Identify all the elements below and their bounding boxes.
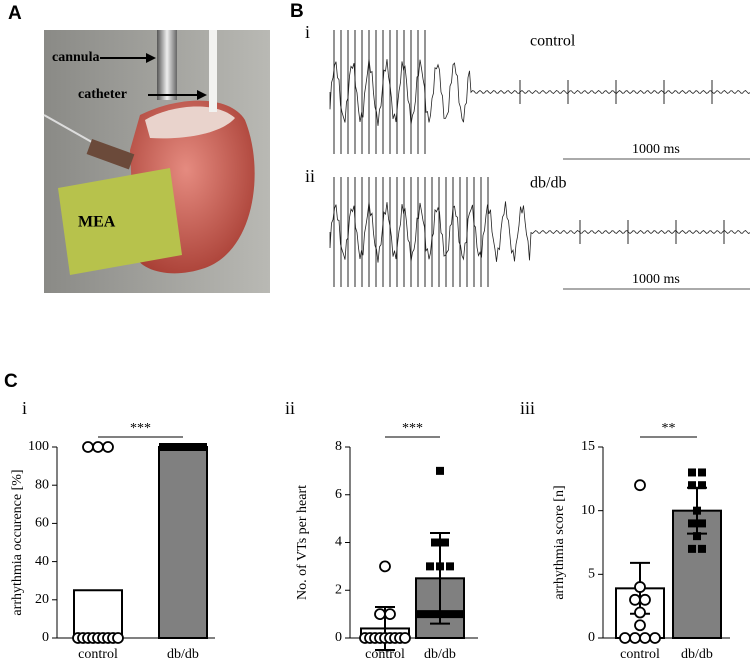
- y-tick-label: 5: [588, 567, 595, 582]
- x-tick-label: db/db: [424, 647, 456, 662]
- trace-title: control: [530, 33, 576, 50]
- data-point: [399, 632, 411, 644]
- data-point: [440, 610, 448, 619]
- data-point: [426, 562, 434, 571]
- data-point: [619, 632, 631, 644]
- data-point: [424, 610, 432, 619]
- data-point: [416, 610, 424, 619]
- data-point: [693, 532, 701, 541]
- y-axis-label: arrhythmia score [n]: [552, 485, 567, 599]
- data-point: [639, 593, 651, 606]
- x-tick-label: db/db: [167, 647, 199, 662]
- data-point: [431, 538, 439, 547]
- panel-label: C: [4, 371, 18, 392]
- data-point: [688, 481, 696, 490]
- trace-label: i: [305, 22, 310, 42]
- data-point: [629, 593, 641, 606]
- data-point: [379, 560, 391, 573]
- y-tick-label: 6: [335, 487, 342, 502]
- y-tick-label: 0: [42, 630, 49, 645]
- panel-label: A: [8, 3, 22, 24]
- data-point: [436, 466, 444, 475]
- y-axis-label: No. of VTs per heart: [295, 485, 310, 600]
- photo-label: cannula: [52, 50, 99, 65]
- chart-label: iii: [520, 398, 535, 418]
- ecg-trace: [329, 59, 750, 126]
- data-point: [634, 581, 646, 593]
- data-point: [432, 610, 440, 619]
- data-point: [634, 479, 646, 492]
- data-point: [634, 619, 646, 632]
- data-point: [374, 608, 386, 621]
- x-tick-label: db/db: [681, 647, 713, 662]
- significance: ***: [130, 421, 151, 436]
- data-point: [92, 441, 104, 453]
- bar: [73, 589, 123, 639]
- scale-label: 1000 ms: [632, 272, 680, 287]
- x-tick-label: control: [620, 647, 660, 662]
- x-tick-label: control: [365, 647, 405, 662]
- data-point: [82, 441, 94, 453]
- data-point: [649, 632, 661, 644]
- bar: [158, 446, 208, 639]
- x-tick-label: control: [78, 647, 118, 662]
- panel-label: B: [290, 1, 304, 22]
- y-tick-label: 40: [35, 554, 49, 569]
- data-point: [199, 443, 207, 451]
- y-tick-label: 2: [335, 582, 342, 597]
- significance: **: [662, 421, 676, 436]
- data-point: [693, 506, 701, 515]
- photo-label: catheter: [78, 87, 127, 102]
- data-point: [698, 468, 706, 477]
- y-tick-label: 100: [28, 439, 49, 454]
- data-point: [698, 519, 706, 528]
- y-tick-label: 0: [588, 630, 595, 645]
- data-point: [441, 538, 449, 547]
- data-point: [698, 544, 706, 553]
- data-point: [629, 632, 641, 644]
- data-point: [639, 632, 651, 644]
- data-point: [688, 544, 696, 553]
- ecg-trace: [329, 201, 750, 263]
- photo-label: MEA: [78, 214, 116, 231]
- y-tick-label: 20: [35, 592, 49, 607]
- data-point: [436, 562, 444, 571]
- data-point: [456, 610, 464, 619]
- y-tick-label: 8: [335, 439, 342, 454]
- data-point: [688, 519, 696, 528]
- chart-label: ii: [285, 398, 295, 418]
- trace-title: db/db: [530, 175, 566, 192]
- data-point: [688, 468, 696, 477]
- trace-label: ii: [305, 166, 315, 186]
- y-tick-label: 0: [335, 630, 342, 645]
- y-axis-label: arrhythmia occurence [%]: [10, 469, 25, 615]
- y-tick-label: 80: [35, 477, 49, 492]
- data-point: [384, 608, 396, 621]
- data-point: [112, 632, 124, 644]
- significance: ***: [402, 421, 423, 436]
- y-tick-label: 15: [581, 439, 595, 454]
- y-tick-label: 4: [335, 535, 342, 550]
- chart-label: i: [22, 398, 27, 418]
- scale-label: 1000 ms: [632, 142, 680, 157]
- photo: [43, 30, 270, 293]
- data-point: [448, 610, 456, 619]
- y-tick-label: 60: [35, 516, 49, 531]
- data-point: [102, 441, 114, 453]
- data-point: [698, 481, 706, 490]
- y-tick-label: 10: [581, 503, 595, 518]
- data-point: [634, 606, 646, 619]
- data-point: [446, 562, 454, 571]
